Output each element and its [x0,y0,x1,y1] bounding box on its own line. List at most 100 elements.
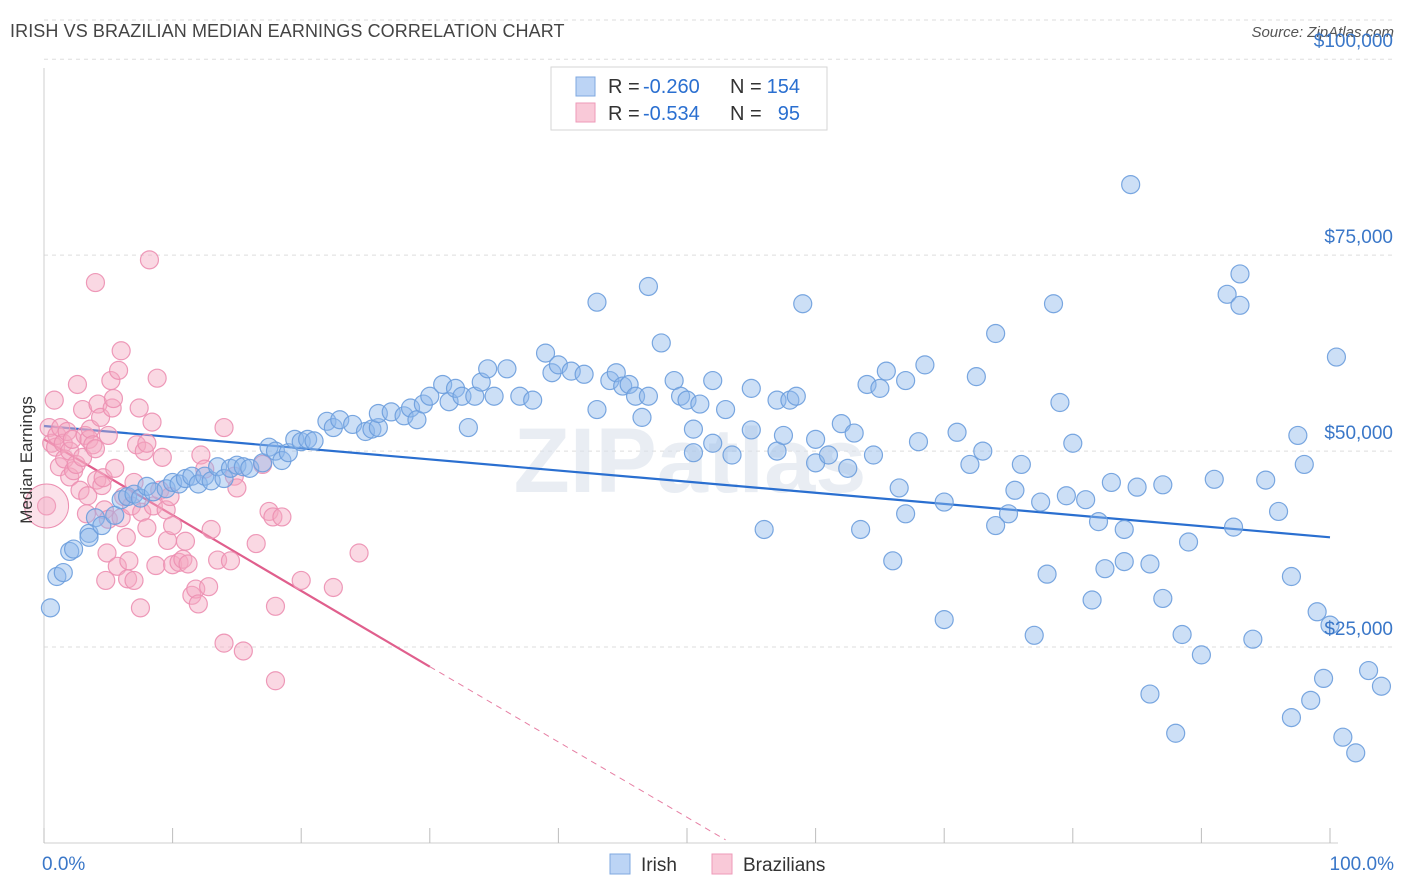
irish-point [741,378,761,398]
stats-legend: R = -0.260 N = 154 R = -0.534 N = 95 [550,66,828,131]
irish-point [1178,532,1199,552]
irish-point [420,386,440,406]
brazilians-point [119,551,139,571]
irish-point [1307,602,1327,622]
irish-point [163,472,183,493]
brazilians-point [111,341,131,361]
brazilians-point [272,507,292,527]
irish-point [870,378,890,398]
irish-point [63,539,84,559]
irish-point [413,394,433,414]
brazilians-point [152,447,172,467]
irish-point [722,445,742,465]
irish-point [613,376,633,396]
irish-point [986,323,1006,344]
series-legend: Irish Brazilians [609,853,825,876]
irish-point [1140,684,1160,704]
brazilians-point-large [24,483,70,529]
legend-r-value-irish: -0.260 [643,76,700,98]
irish-point [1326,347,1347,367]
irish-point [40,598,61,618]
y-tick-label: $100,000 [1314,31,1393,52]
irish-point [715,399,736,420]
irish-point [587,399,607,420]
irish-point [973,441,993,461]
brazilians-point [78,486,98,506]
irish-point [92,515,112,536]
irish-point [703,433,723,453]
irish-point [79,527,99,547]
irish-point [214,468,234,489]
irish-point [458,417,478,438]
brazilians-point [116,527,136,547]
irish-point [445,378,466,398]
irish-point [998,504,1019,524]
irish-point [1005,480,1025,500]
bottom-legend-label-irish: Irish [641,855,677,876]
irish-point [1288,425,1308,446]
brazilians-point [214,633,234,653]
legend-n-value-irish: 154 [767,76,800,98]
irish-point [1358,660,1379,681]
irish-point [857,374,877,395]
irish-point [876,361,896,381]
irish-point [844,423,864,443]
irish-point [1050,392,1070,413]
irish-point [934,492,954,512]
irish-point [1294,454,1314,475]
irish-point [908,432,929,452]
bottom-legend-label-brazilians: Brazilians [743,855,825,876]
irish-point [703,370,723,391]
irish-point [368,417,388,438]
irish-point [1082,590,1102,610]
brazilians-point [323,577,343,598]
chart-source: Source: ZipAtlas.com [1251,24,1394,41]
irish-point [896,370,916,391]
irish-point [793,294,813,314]
brazilians-point [97,543,117,563]
brazilians-point [107,556,127,576]
irish-point [1223,517,1244,537]
legend-r-label-irish: R = [608,76,640,98]
irish-point [394,406,414,426]
irish-point [863,445,884,465]
brazilians-point [220,551,241,571]
irish-point [587,292,607,312]
irish-point [638,386,659,406]
irish-point [966,367,986,387]
brazilians-point [163,515,183,536]
brazilians-point [199,577,219,597]
irish-point [1172,624,1192,645]
irish-point [1153,588,1173,609]
irish-points [40,175,1392,763]
brazilians-point [178,554,198,574]
irish-point [1230,264,1250,284]
irish-point [574,364,594,384]
irish-point [651,333,671,353]
brazilians-point [291,570,311,591]
irish-point [851,519,871,540]
brazilians-point [44,390,64,410]
brazilians-point [139,250,160,270]
irish-point [754,519,774,540]
irish-point [1153,475,1173,495]
irish-point [465,386,485,406]
brazilians-point [126,435,147,455]
brazilians-point [246,533,266,554]
irish-point [304,431,324,451]
legend-swatch-brazilians [575,102,596,123]
irish-point [1140,554,1160,574]
irish-point [1011,454,1031,475]
irish-point [323,417,343,438]
irish-point [1204,469,1224,489]
irish-point [638,276,659,297]
brazilians-trend-extension [429,666,726,841]
brazilians-point [201,519,221,540]
irish-point [619,374,639,395]
irish-point [1281,707,1302,728]
irish-point [1268,501,1289,522]
irish-point [934,610,954,630]
legend-n-label-irish: N = [730,76,762,98]
brazilians-point [191,445,211,465]
brazilians-point [137,433,157,453]
